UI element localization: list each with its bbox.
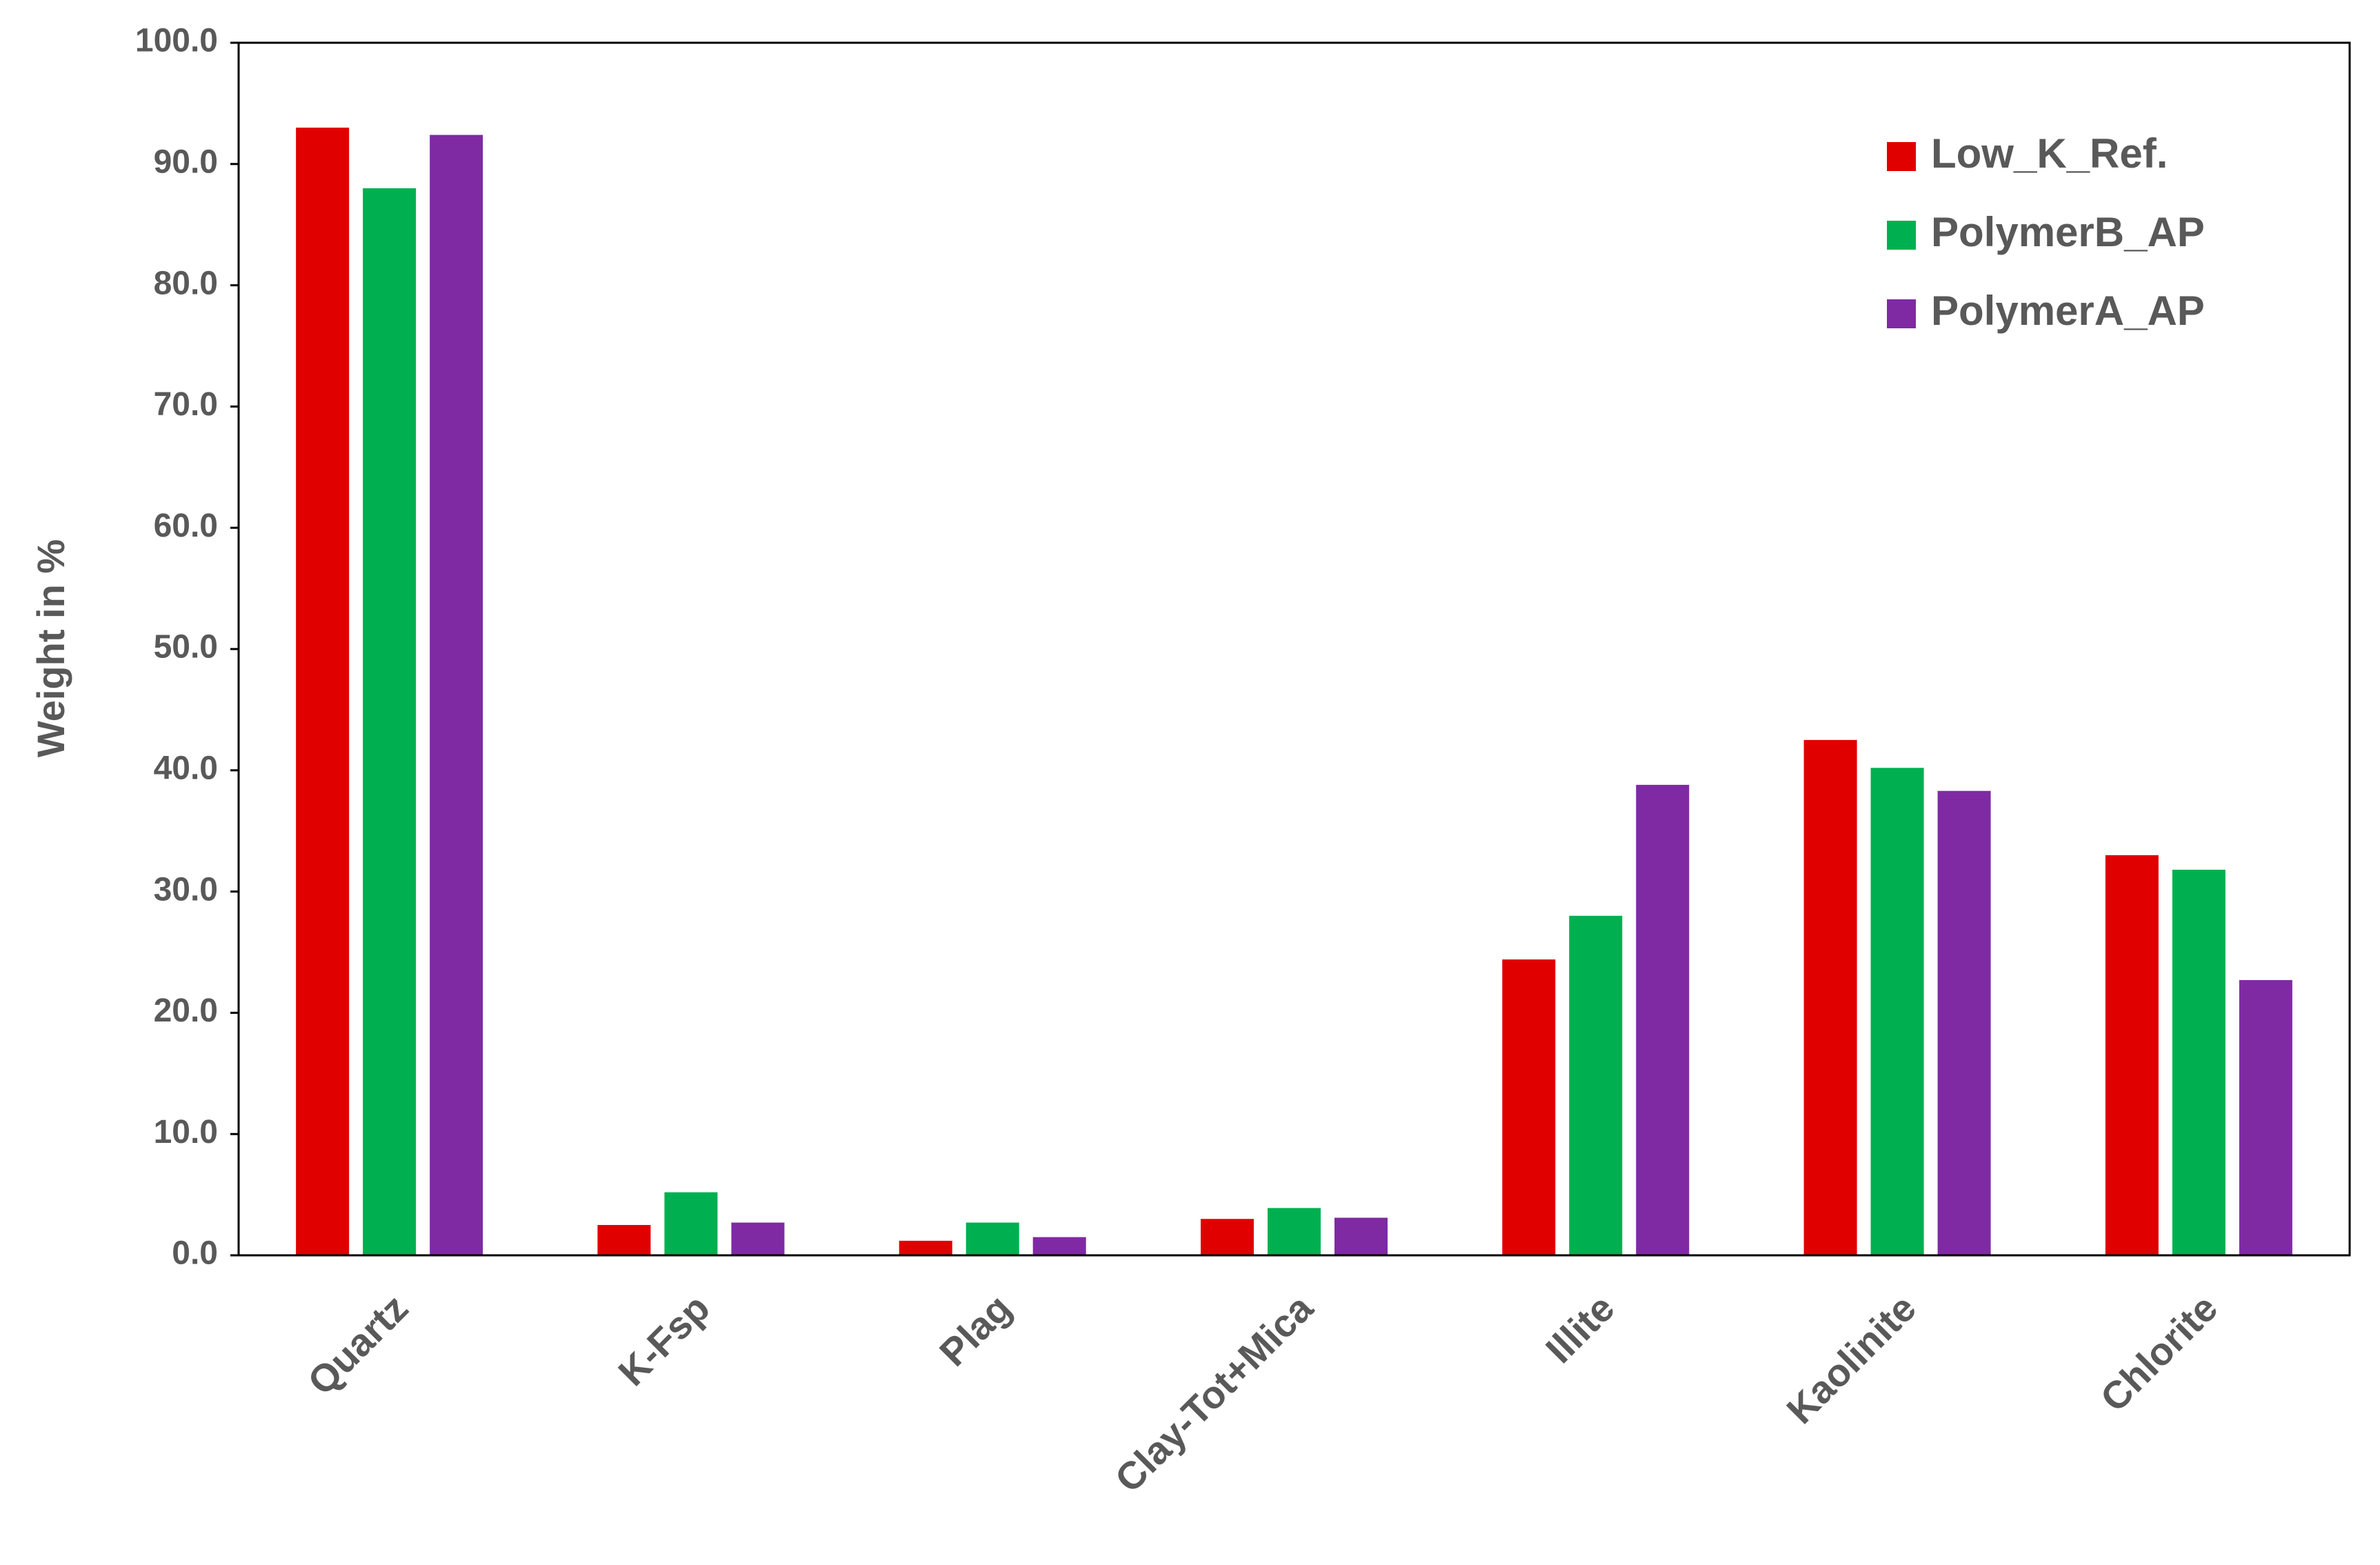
y-axis-label: Weight in % [29,539,72,757]
legend-swatch [1887,221,1916,250]
y-tick-label: 100.0 [135,23,218,59]
bar [597,1225,651,1255]
legend-label: PolymerA_AP [1931,288,2205,334]
legend-label: PolymerB_AP [1931,209,2205,255]
bar [2105,855,2159,1255]
bar [664,1192,718,1255]
bar [1870,768,1924,1255]
y-tick-label: 0.0 [172,1235,218,1272]
bar [430,134,483,1255]
bar [2172,869,2226,1255]
bar [1334,1217,1388,1255]
y-tick-label: 50.0 [154,629,218,666]
bar [2239,979,2292,1255]
bar [731,1222,785,1255]
legend-label: Low_K_Ref. [1931,130,2168,177]
legend-swatch [1887,299,1916,328]
y-tick-label: 10.0 [154,1114,218,1150]
y-tick-label: 30.0 [154,871,218,908]
bar [1803,739,1857,1255]
plot-frame [237,41,2351,1257]
y-tick-label: 40.0 [154,750,218,786]
bar [1569,915,1623,1255]
bar [1201,1219,1254,1255]
bar [1268,1208,1321,1255]
y-tick-label: 90.0 [154,143,218,180]
y-tick-label: 70.0 [154,386,218,423]
bar [363,188,417,1256]
y-tick-label: 60.0 [154,508,218,544]
bar [1937,790,1991,1255]
bar [1636,784,1690,1255]
legend-swatch [1887,142,1916,171]
y-tick-label: 20.0 [154,993,218,1029]
bar [1032,1237,1086,1255]
bar [966,1222,1019,1255]
bar [296,128,350,1255]
y-tick-label: 80.0 [154,265,218,301]
bar [899,1240,952,1255]
bar [1502,959,1556,1255]
